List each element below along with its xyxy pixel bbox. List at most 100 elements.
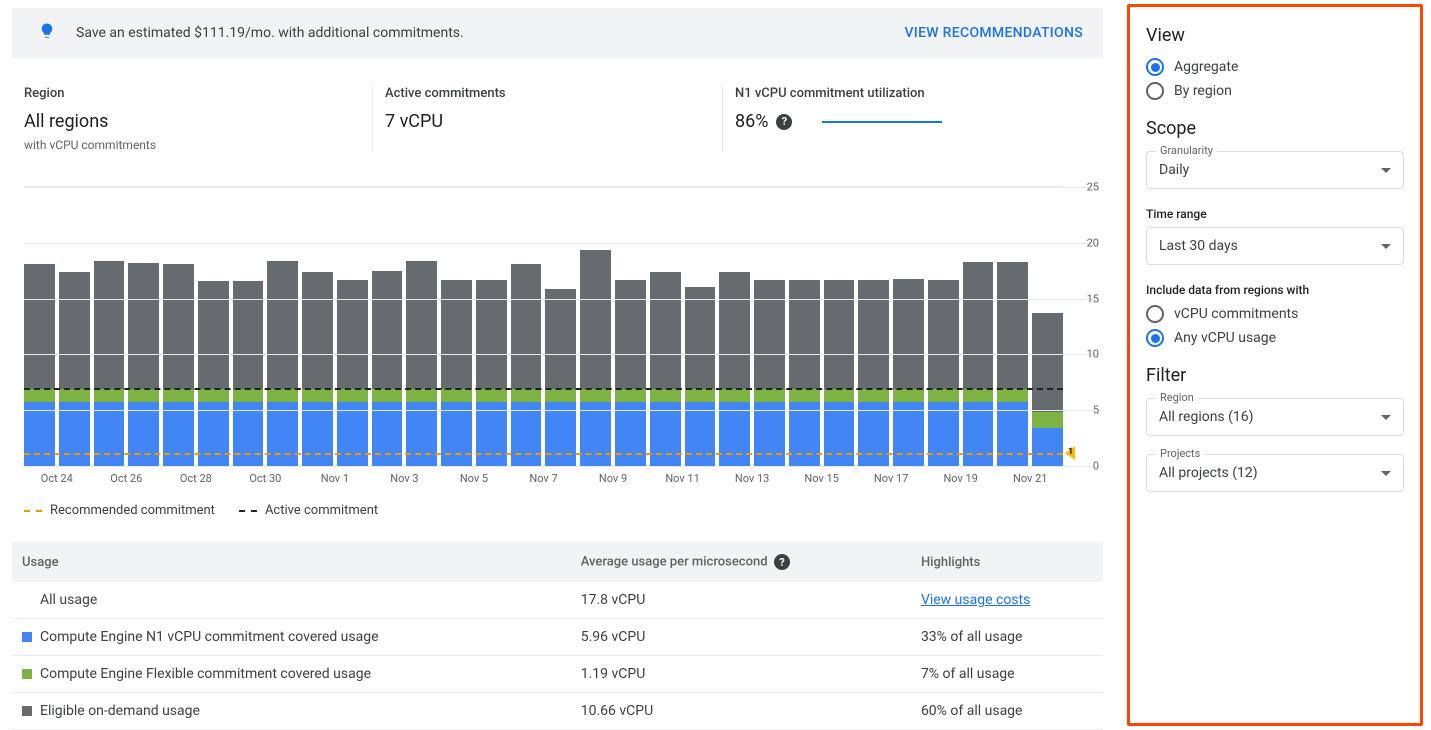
- radio-icon: [1146, 329, 1164, 347]
- bar-column[interactable]: [302, 197, 333, 466]
- bar-column[interactable]: [441, 197, 472, 466]
- usage-table: Usage Average usage per microsecond ? Hi…: [12, 542, 1103, 730]
- x-tick: Nov 1: [302, 472, 368, 485]
- bar-column[interactable]: [476, 197, 507, 466]
- chart-legend: Recommended commitment Active commitment: [24, 503, 1103, 518]
- radio-label: By region: [1174, 83, 1232, 99]
- active-commitment-line: [24, 388, 1063, 390]
- table-row: All usage17.8 vCPUView usage costs: [12, 582, 1103, 619]
- help-icon[interactable]: ?: [776, 114, 792, 130]
- granularity-select[interactable]: Granularity Daily: [1146, 151, 1404, 189]
- bar-column[interactable]: [997, 197, 1028, 466]
- help-icon[interactable]: ?: [774, 554, 790, 570]
- bar-column[interactable]: [233, 197, 264, 466]
- bar-column[interactable]: [511, 197, 542, 466]
- recommended-commitment-line: [24, 453, 1063, 455]
- y-tick: 0: [1069, 460, 1099, 473]
- controls-sidebar: View Aggregate By region Scope Granulari…: [1127, 4, 1423, 726]
- field-label: Granularity: [1156, 144, 1217, 157]
- region-filter-select[interactable]: Region All regions (16): [1146, 398, 1404, 436]
- dash-orange-icon: [24, 510, 42, 512]
- series-swatch-icon: [22, 632, 32, 642]
- y-tick: 15: [1069, 292, 1099, 305]
- bar-column[interactable]: [372, 197, 403, 466]
- bar-column[interactable]: [59, 197, 90, 466]
- usage-name: Eligible on-demand usage: [40, 703, 200, 719]
- legend-label: Recommended commitment: [50, 503, 215, 518]
- field-label: Region: [1156, 391, 1198, 404]
- bar-column[interactable]: [963, 197, 994, 466]
- bar-column[interactable]: [94, 197, 125, 466]
- bar-column[interactable]: [719, 197, 750, 466]
- chevron-down-icon: [1381, 168, 1391, 173]
- bar-column[interactable]: [24, 197, 55, 466]
- chevron-down-icon: [1381, 471, 1391, 476]
- radio-icon: [1146, 58, 1164, 76]
- timerange-label: Time range: [1146, 207, 1404, 221]
- bar-column[interactable]: [928, 197, 959, 466]
- chevron-down-icon: [1381, 244, 1391, 249]
- view-aggregate-radio[interactable]: Aggregate: [1146, 58, 1404, 76]
- view-byregion-radio[interactable]: By region: [1146, 82, 1404, 100]
- col-avg-label: Average usage per microsecond: [581, 555, 768, 570]
- usage-name: Compute Engine Flexible commitment cover…: [40, 666, 371, 682]
- bar-column[interactable]: [267, 197, 298, 466]
- bar-column[interactable]: [615, 197, 646, 466]
- legend-recommended: Recommended commitment: [24, 503, 215, 518]
- bar-column[interactable]: [406, 197, 437, 466]
- bar-column[interactable]: [163, 197, 194, 466]
- usage-name: Compute Engine N1 vCPU commitment covere…: [40, 629, 379, 645]
- select-value: All regions (16): [1159, 409, 1254, 425]
- radio-label: Aggregate: [1174, 59, 1238, 75]
- include-anyusage-radio[interactable]: Any vCPU usage: [1146, 329, 1404, 347]
- metric-value: 7 vCPU: [385, 111, 698, 132]
- x-tick: Nov 5: [441, 472, 507, 485]
- sparkline: [822, 109, 942, 123]
- util-percent: 86%: [735, 111, 768, 132]
- bar-column[interactable]: [545, 197, 576, 466]
- metric-label: N1 vCPU commitment utilization: [735, 86, 1079, 101]
- highlight-text: 7% of all usage: [911, 656, 1103, 693]
- field-label: Projects: [1156, 447, 1204, 460]
- timerange-select[interactable]: Last 30 days: [1146, 227, 1404, 265]
- bar-column[interactable]: [198, 197, 229, 466]
- banner-text: Save an estimated $111.19/mo. with addit…: [76, 25, 904, 41]
- bar-column[interactable]: [789, 197, 820, 466]
- avg-usage: 5.96 vCPU: [571, 619, 911, 656]
- x-tick: Oct 24: [24, 472, 90, 485]
- legend-active: Active commitment: [239, 503, 378, 518]
- bar-column[interactable]: [824, 197, 855, 466]
- metric-utilization: N1 vCPU commitment utilization 86% ?: [722, 86, 1103, 152]
- bar-column[interactable]: [580, 197, 611, 466]
- filter-title: Filter: [1146, 365, 1404, 386]
- bar-column[interactable]: [893, 197, 924, 466]
- bar-column[interactable]: [1032, 197, 1063, 466]
- include-commitments-radio[interactable]: vCPU commitments: [1146, 305, 1404, 323]
- recommendation-marker-icon[interactable]: [1065, 446, 1075, 460]
- view-recommendations-link[interactable]: VIEW RECOMMENDATIONS: [904, 25, 1083, 41]
- x-tick: Nov 11: [650, 472, 716, 485]
- projects-filter-select[interactable]: Projects All projects (12): [1146, 454, 1404, 492]
- recommendation-banner: Save an estimated $111.19/mo. with addit…: [12, 8, 1103, 58]
- col-highlights: Highlights: [911, 542, 1103, 582]
- select-value: All projects (12): [1159, 465, 1258, 481]
- bar-column[interactable]: [650, 197, 681, 466]
- x-tick: Nov 7: [511, 472, 577, 485]
- col-usage: Usage: [12, 542, 571, 582]
- bar-column[interactable]: [337, 197, 368, 466]
- metrics-row: Region All regions with vCPU commitments…: [12, 86, 1103, 152]
- bar-column[interactable]: [858, 197, 889, 466]
- bar-column[interactable]: [685, 197, 716, 466]
- bar-column[interactable]: [754, 197, 785, 466]
- y-tick: 10: [1069, 348, 1099, 361]
- x-tick: Nov 19: [928, 472, 994, 485]
- series-swatch-icon: [22, 669, 32, 679]
- bar-column[interactable]: [128, 197, 159, 466]
- metric-active-commitments: Active commitments 7 vCPU: [372, 86, 722, 152]
- view-usage-costs-link[interactable]: View usage costs: [921, 592, 1030, 608]
- scope-title: Scope: [1146, 118, 1404, 139]
- usage-name: All usage: [40, 592, 97, 608]
- col-avg: Average usage per microsecond ?: [571, 542, 911, 582]
- highlight-text: 60% of all usage: [911, 693, 1103, 730]
- chevron-down-icon: [1381, 415, 1391, 420]
